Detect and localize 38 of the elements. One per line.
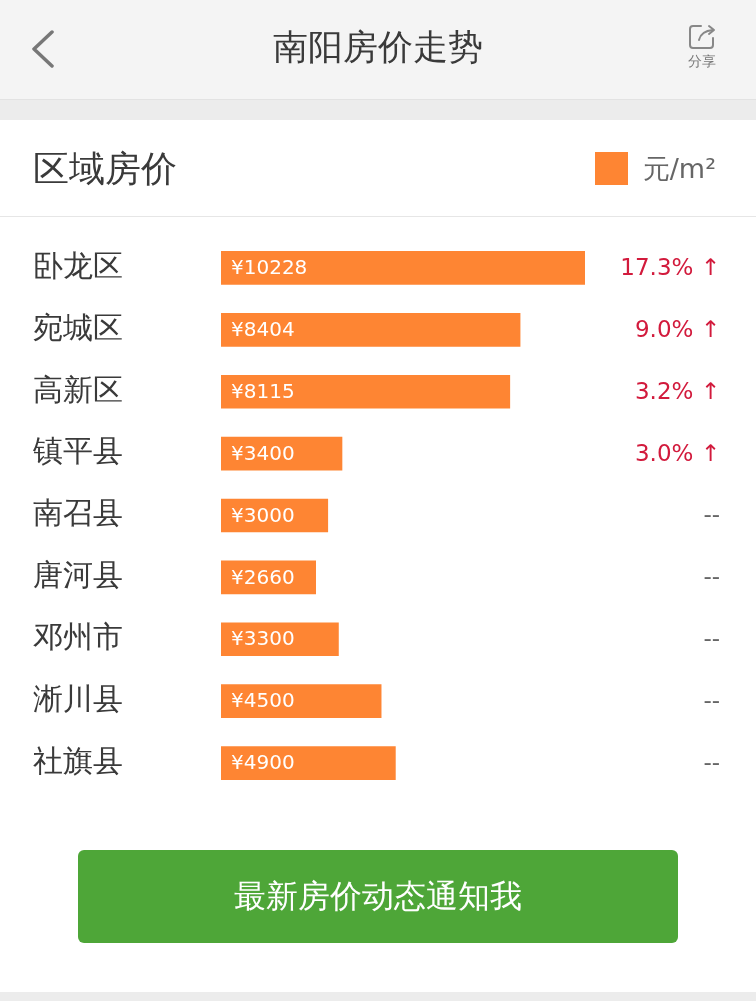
bar [221,622,339,657]
y-tick-label: 社旗县 [33,742,123,778]
text: -- [703,625,720,652]
chart-subtitle: 区域房价 [33,147,177,191]
data-label: ¥10228 [231,255,308,280]
text: -- [703,501,720,528]
bar [221,251,585,285]
text: 分享 [687,52,717,70]
data-label: ¥3000 [231,502,295,527]
text: 9.0% ↑ [634,315,720,342]
bar [221,374,511,409]
data-label: ¥3300 [231,626,295,651]
chart-title: 南阳房价走势 [273,27,483,67]
text: 3.2% ↑ [634,377,720,404]
legend-label: 元/m² [642,152,716,185]
data-label: ¥2660 [231,564,295,589]
data-label: ¥3400 [231,440,295,465]
bar [221,684,382,718]
text: -- [703,749,720,776]
bar [221,313,521,347]
y-tick-label: 邓州市 [33,619,123,655]
y-tick-label: 南召县 [33,495,123,531]
data-label: ¥8404 [231,317,295,342]
notify-button[interactable]: 最新房价动态通知我 [78,850,678,943]
y-tick-label: 淅川县 [33,680,123,716]
y-tick-label: 唐河县 [33,557,123,593]
y-tick-label: 高新区 [33,371,123,407]
y-tick-label: 卧龙区 [33,247,123,283]
data-label: ¥8115 [231,378,295,403]
text: -- [703,563,720,590]
text: 17.3% ↑ [620,253,720,280]
text: -- [703,687,720,714]
data-label: ¥4900 [231,750,295,775]
text: 3.0% ↑ [634,439,720,466]
data-label: ¥4500 [231,688,295,713]
y-tick-label: 宛城区 [33,309,123,345]
y-tick-label: 镇平县 [32,433,123,469]
bar [221,746,396,780]
